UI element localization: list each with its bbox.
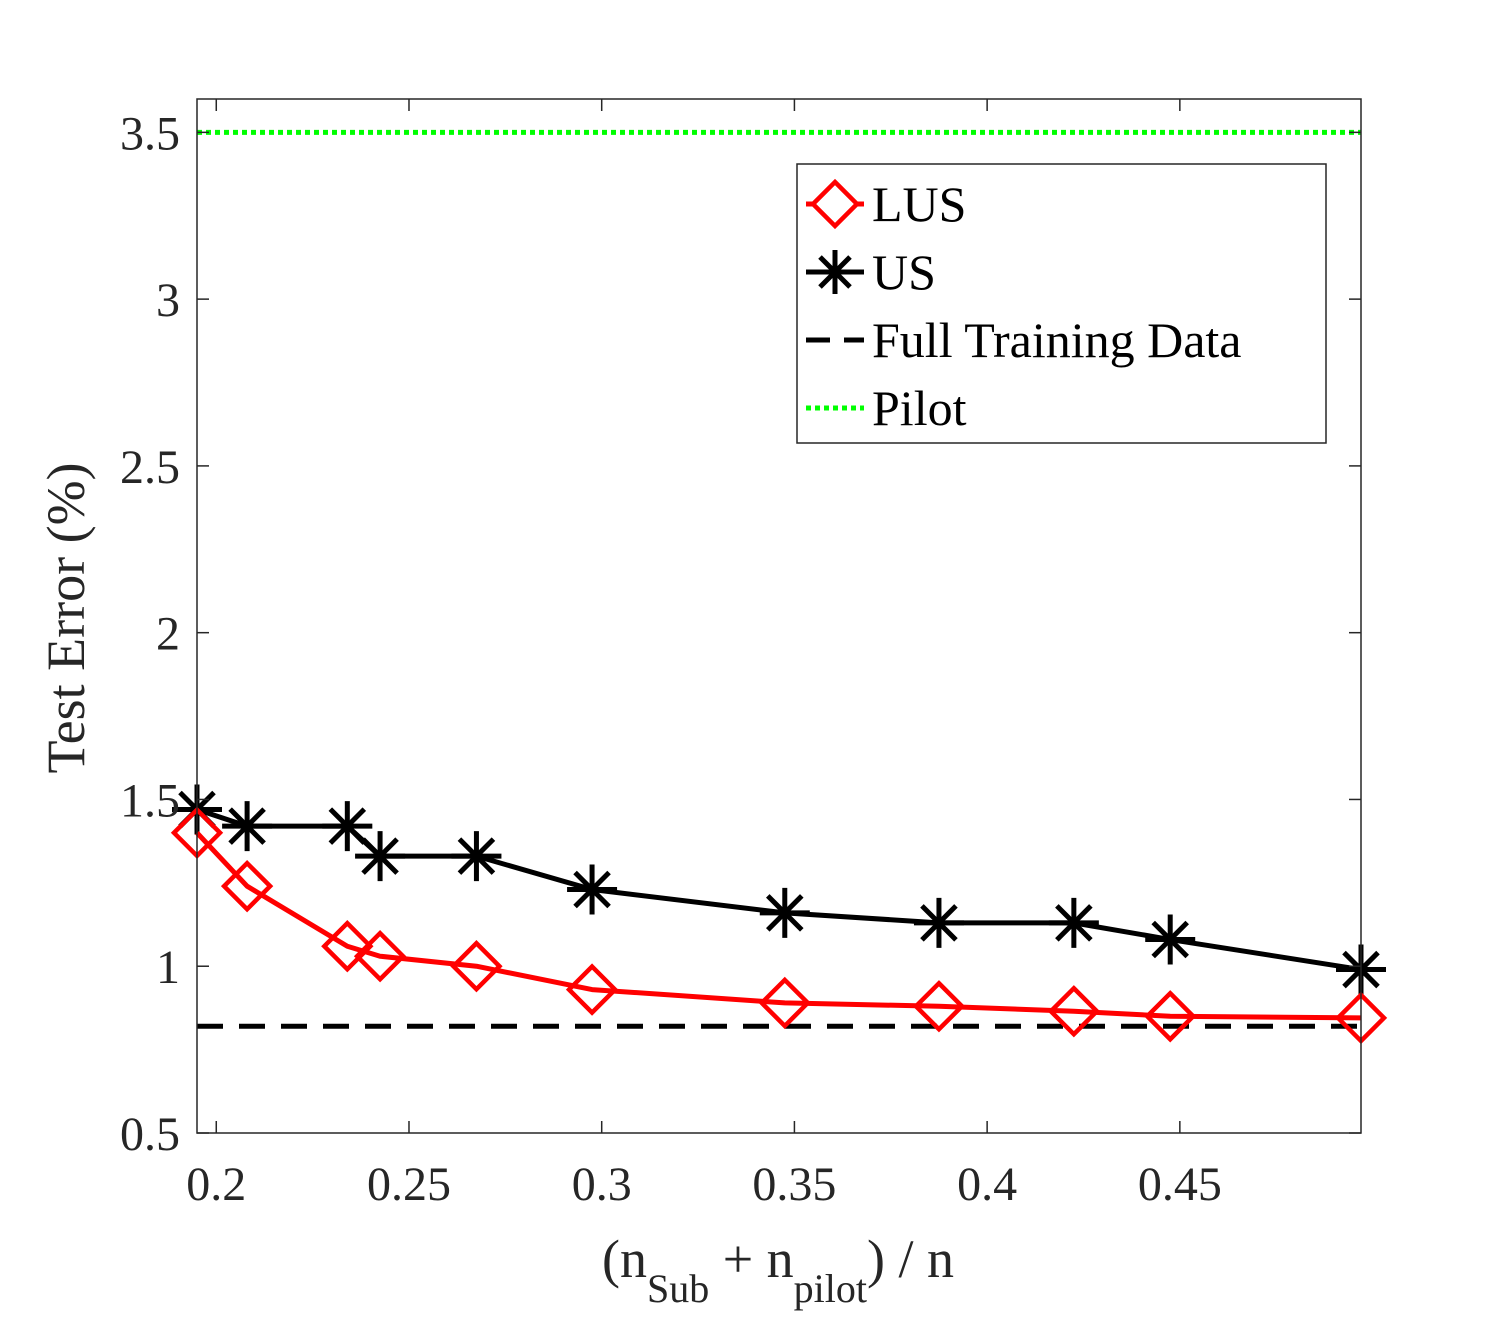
x-tick-label: 0.35	[752, 1158, 836, 1211]
y-tick-label: 1	[156, 941, 180, 994]
lus-data-point	[565, 963, 619, 1016]
legend-item-lus: LUS	[806, 176, 966, 232]
lus-data-point	[1047, 985, 1101, 1038]
legend: LUS US Full Training Data Pilot	[796, 163, 1327, 444]
legend-label-pilot: Pilot	[872, 380, 967, 436]
asterisk-marker-icon	[813, 250, 857, 294]
axes-box	[196, 98, 1362, 1134]
legend-item-full-training-data: Full Training Data	[806, 312, 1241, 368]
y-tick-label: 2	[156, 608, 180, 661]
x-tick-label: 0.25	[367, 1158, 451, 1211]
diamond-marker-icon	[809, 178, 861, 230]
y-tick-label: 3	[156, 274, 180, 327]
legend-item-us: US	[806, 244, 936, 300]
lus-data-point	[758, 976, 811, 1030]
series-lus-line	[195, 831, 1362, 1021]
y-tick-label: 2.5	[120, 441, 180, 494]
y-tick-label: 3.5	[120, 107, 180, 160]
y-axis-label: Test Error (%)	[36, 462, 96, 773]
legend-item-pilot: Pilot	[806, 380, 967, 436]
x-tick-label: 0.4	[957, 1158, 1017, 1211]
us-data-point	[759, 887, 810, 938]
y-tick-label: 1.5	[120, 774, 180, 827]
us-data-point	[1048, 897, 1099, 948]
us-data-point	[567, 864, 618, 915]
lus-data-point	[220, 859, 274, 913]
lus-data-point	[321, 920, 374, 973]
x-tick-label: 0.2	[186, 1158, 246, 1211]
plot-area	[170, 129, 1388, 1045]
axis-ticks: 0.2 0.25 0.3 0.35 0.4 0.45 0.5 1 1.5 2 2.5 3 3.5	[120, 99, 1361, 1211]
us-data-point	[451, 831, 502, 882]
legend-box	[796, 163, 1327, 444]
us-data-point	[355, 831, 406, 882]
us-data-point	[222, 801, 273, 852]
x-tick-label: 0.3	[572, 1158, 632, 1211]
lus-data-point	[1144, 990, 1197, 1043]
x-axis-label: (nSub + npilot) / n	[602, 1229, 954, 1311]
legend-label-us: US	[872, 244, 936, 300]
legend-label-full-training-data: Full Training Data	[872, 312, 1241, 368]
us-data-point	[322, 801, 373, 852]
legend-label-lus: LUS	[872, 176, 966, 232]
lus-data-point	[353, 930, 407, 983]
us-data-point	[913, 897, 964, 948]
x-tick-label: 0.45	[1138, 1158, 1222, 1211]
y-tick-label: 0.5	[120, 1108, 180, 1161]
lus-data-point	[912, 980, 966, 1033]
us-data-point	[1145, 914, 1196, 965]
lus-data-point	[450, 940, 503, 993]
